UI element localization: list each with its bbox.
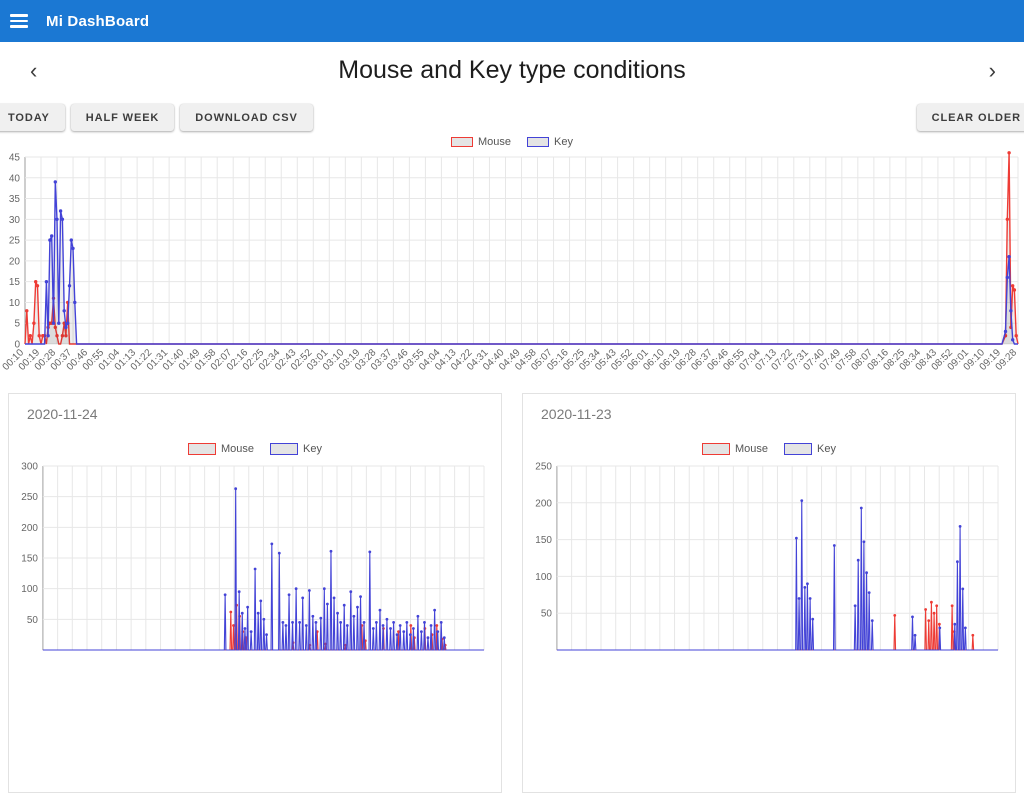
key-legend-label: Key	[817, 442, 836, 455]
legend-item-mouse[interactable]: Mouse	[451, 136, 511, 148]
main-chart-legend: Mouse Key	[0, 135, 1024, 149]
card-2020-11-23: 2020-11-23 Mouse Key 50 100 150 200 250	[522, 393, 1016, 793]
download-csv-button[interactable]: DOWNLOAD CSV	[180, 104, 313, 131]
legend-item-key[interactable]: Key	[527, 136, 573, 148]
main-chart-canvas: 05101520253035404500:1000:1900:2800:3700…	[1, 151, 1019, 373]
key-legend-swatch	[784, 442, 813, 455]
main-chart-section: Mouse Key 0 5 10 15 20 25 30 35 40 45 00:10 00:19 00…	[0, 135, 1024, 387]
svg-text:200: 200	[21, 523, 38, 534]
key-legend-label: Key	[554, 136, 573, 148]
mouse-legend-swatch	[451, 137, 473, 147]
svg-text:40: 40	[9, 173, 21, 184]
svg-text:50: 50	[27, 615, 39, 626]
legend-item-mouse[interactable]: Mouse	[702, 442, 769, 455]
card-chart-canvas-1123: 50 100 150 200 250	[535, 461, 999, 651]
svg-text:50: 50	[541, 609, 553, 620]
menu-button[interactable]	[0, 0, 38, 42]
mouse-legend-swatch	[702, 442, 730, 455]
card-title: 2020-11-23	[541, 406, 612, 422]
svg-text:5: 5	[14, 319, 20, 330]
mouse-legend-label: Mouse	[735, 442, 769, 455]
card-title: 2020-11-24	[27, 406, 98, 422]
mouse-legend-swatch	[188, 442, 216, 455]
card-2020-11-24: 2020-11-24 Mouse Key 50 100 150 200 250 300	[8, 393, 502, 793]
mouse-legend-label: Mouse	[478, 136, 512, 148]
svg-text:10: 10	[9, 298, 21, 309]
svg-text:0: 0	[14, 340, 20, 351]
card-chart-legend: Mouse Key	[535, 441, 1003, 456]
menu-icon	[10, 14, 28, 28]
daily-cards-row: 2020-11-24 Mouse Key 50 100 150 200 250 300 2…	[0, 393, 1024, 793]
svg-text:150: 150	[21, 553, 38, 564]
svg-text:100: 100	[535, 572, 552, 583]
svg-text:15: 15	[9, 277, 21, 288]
chart-header: ‹ Mouse and Key type conditions ›	[0, 42, 1024, 104]
mouse-legend-label: Mouse	[221, 442, 255, 455]
legend-item-key[interactable]: Key	[784, 442, 836, 455]
legend-item-key[interactable]: Key	[270, 442, 322, 455]
range-button-group: TODAY HALF WEEK DOWNLOAD CSV	[0, 104, 1024, 131]
key-legend-swatch	[527, 137, 550, 147]
svg-text:300: 300	[21, 461, 38, 472]
app-title: Mi DashBoard	[46, 12, 150, 30]
next-chart-button[interactable]: ›	[988, 58, 996, 83]
svg-text:250: 250	[21, 492, 38, 503]
card-chart-canvas-1124: 50 100 150 200 250 300	[21, 461, 485, 651]
svg-text:30: 30	[9, 215, 21, 226]
page-title: Mouse and Key type conditions	[338, 56, 686, 84]
key-legend-swatch	[270, 442, 299, 455]
clear-older-button[interactable]: CLEAR OLDER	[916, 104, 1024, 131]
card-chart-legend: Mouse Key	[21, 441, 489, 456]
key-legend-label: Key	[303, 442, 322, 455]
svg-text:100: 100	[21, 584, 38, 595]
toolbar: TODAY HALF WEEK DOWNLOAD CSV CLEAR OLDER	[0, 104, 1024, 132]
prev-chart-button[interactable]: ‹	[30, 58, 38, 83]
svg-text:250: 250	[535, 461, 552, 472]
app-bar: Mi DashBoard	[0, 0, 1024, 42]
svg-text:20: 20	[9, 256, 21, 267]
legend-item-mouse[interactable]: Mouse	[188, 442, 255, 455]
svg-text:35: 35	[9, 194, 21, 205]
svg-text:25: 25	[9, 236, 21, 247]
svg-text:150: 150	[535, 535, 552, 546]
svg-text:45: 45	[9, 153, 21, 164]
half-week-button[interactable]: HALF WEEK	[70, 104, 175, 131]
today-button[interactable]: TODAY	[0, 104, 65, 131]
svg-text:200: 200	[535, 498, 552, 509]
